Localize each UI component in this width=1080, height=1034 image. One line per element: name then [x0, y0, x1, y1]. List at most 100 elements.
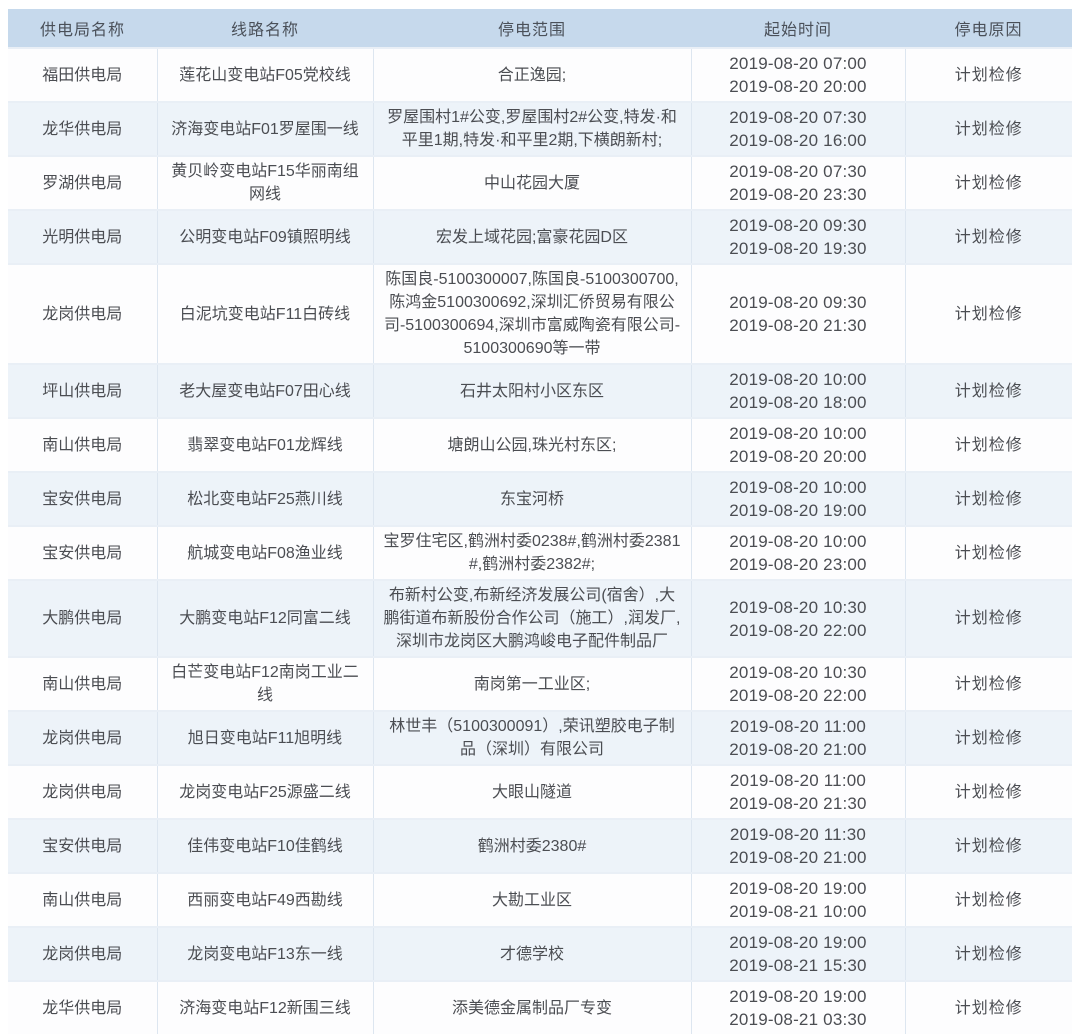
line-name-cell: 龙岗变电站F25源盛二线 [157, 765, 374, 820]
outage-scope-cell: 石井太阳村小区东区 [373, 364, 692, 419]
start-time: 2019-08-20 07:30 [729, 108, 867, 127]
time-range-cell: 2019-08-20 07:30 2019-08-20 23:30 [691, 156, 906, 211]
outage-reason-cell: 计划检修 [905, 418, 1072, 473]
line-name-cell: 龙岗变电站F13东一线 [157, 927, 374, 982]
outage-reason-cell: 计划检修 [905, 927, 1072, 982]
outage-scope-cell: 布新村公变,布新经济发展公司(宿舍）,大鹏街道布新股份合作公司（施工）,润发厂,… [373, 580, 692, 658]
end-time: 2019-08-20 16:00 [729, 131, 867, 150]
table-row: 罗湖供电局 黄贝岭变电站F15华丽南组网线 中山花园大厦 2019-08-20 … [8, 156, 1072, 211]
start-time: 2019-08-20 09:30 [729, 216, 867, 235]
time-range-cell: 2019-08-20 10:30 2019-08-20 22:00 [691, 657, 906, 712]
table-header: 供电局名称 线路名称 停电范围 起始时间 停电原因 [8, 9, 1072, 49]
start-time: 2019-08-20 10:00 [729, 478, 867, 497]
column-header-reason: 停电原因 [905, 9, 1072, 49]
line-name-cell: 莲花山变电站F05党校线 [157, 48, 374, 103]
bureau-name-cell: 龙华供电局 [8, 981, 158, 1034]
table-row: 龙岗供电局 龙岗变电站F13东一线 才德学校 2019-08-20 19:00 … [8, 927, 1072, 982]
bureau-name-cell: 宝安供电局 [8, 819, 158, 874]
end-time: 2019-08-20 21:30 [729, 316, 867, 335]
bureau-name-cell: 坪山供电局 [8, 364, 158, 419]
table-row: 南山供电局 西丽变电站F49西勘线 大勘工业区 2019-08-20 19:00… [8, 873, 1072, 928]
time-range-cell: 2019-08-20 10:00 2019-08-20 20:00 [691, 418, 906, 473]
line-name-cell: 松北变电站F25燕川线 [157, 472, 374, 527]
start-time: 2019-08-20 19:00 [729, 933, 867, 952]
outage-reason-cell: 计划检修 [905, 264, 1072, 365]
outage-reason-cell: 计划检修 [905, 819, 1072, 874]
table-row: 坪山供电局 老大屋变电站F07田心线 石井太阳村小区东区 2019-08-20 … [8, 364, 1072, 419]
outage-reason-cell: 计划检修 [905, 981, 1072, 1034]
end-time: 2019-08-20 19:00 [729, 501, 867, 520]
line-name-cell: 佳伟变电站F10佳鹤线 [157, 819, 374, 874]
column-header-start-time: 起始时间 [691, 9, 905, 49]
line-name-cell: 黄贝岭变电站F15华丽南组网线 [157, 156, 374, 211]
end-time: 2019-08-21 10:00 [729, 902, 867, 921]
outage-reason-cell: 计划检修 [905, 210, 1072, 265]
time-range-cell: 2019-08-20 19:00 2019-08-21 03:30 [691, 981, 906, 1034]
outage-scope-cell: 添美德金属制品厂专变 [373, 981, 692, 1034]
start-time: 2019-08-20 10:00 [729, 424, 867, 443]
table-row: 龙岗供电局 旭日变电站F11旭明线 林世丰（5100300091）,荣讯塑胶电子… [8, 711, 1072, 766]
time-range-cell: 2019-08-20 11:30 2019-08-20 21:00 [691, 819, 906, 874]
table-row: 宝安供电局 松北变电站F25燕川线 东宝河桥 2019-08-20 10:00 … [8, 472, 1072, 527]
start-time: 2019-08-20 07:00 [729, 54, 867, 73]
start-time: 2019-08-20 11:30 [729, 825, 867, 844]
line-name-cell: 翡翠变电站F01龙辉线 [157, 418, 374, 473]
line-name-cell: 白泥坑变电站F11白砖线 [157, 264, 374, 365]
line-name-cell: 旭日变电站F11旭明线 [157, 711, 374, 766]
table-row: 南山供电局 翡翠变电站F01龙辉线 塘朗山公园,珠光村东区; 2019-08-2… [8, 418, 1072, 473]
start-time: 2019-08-20 11:00 [729, 717, 867, 736]
start-time: 2019-08-20 07:30 [729, 162, 867, 181]
outage-table: 供电局名称 线路名称 停电范围 起始时间 停电原因 福田供电局 莲花山变电站F0… [8, 9, 1072, 1034]
outage-scope-cell: 林世丰（5100300091）,荣讯塑胶电子制品（深圳）有限公司 [373, 711, 692, 766]
end-time: 2019-08-20 23:00 [729, 555, 867, 574]
time-range-cell: 2019-08-20 10:00 2019-08-20 23:00 [691, 526, 906, 581]
start-time: 2019-08-20 19:00 [729, 879, 867, 898]
bureau-name-cell: 南山供电局 [8, 657, 158, 712]
outage-reason-cell: 计划检修 [905, 526, 1072, 581]
time-range-cell: 2019-08-20 11:00 2019-08-20 21:00 [691, 711, 906, 766]
outage-scope-cell: 大眼山隧道 [373, 765, 692, 820]
outage-scope-cell: 南岗第一工业区; [373, 657, 692, 712]
time-range-cell: 2019-08-20 19:00 2019-08-21 15:30 [691, 927, 906, 982]
table-row: 大鹏供电局 大鹏变电站F12同富二线 布新村公变,布新经济发展公司(宿舍）,大鹏… [8, 580, 1072, 658]
end-time: 2019-08-20 23:30 [729, 185, 867, 204]
start-time: 2019-08-20 19:00 [729, 987, 867, 1006]
end-time: 2019-08-20 21:00 [729, 848, 867, 867]
table-header-row: 供电局名称 线路名称 停电范围 起始时间 停电原因 [8, 9, 1072, 49]
outage-reason-cell: 计划检修 [905, 156, 1072, 211]
outage-reason-cell: 计划检修 [905, 765, 1072, 820]
line-name-cell: 济海变电站F01罗屋围一线 [157, 102, 374, 157]
end-time: 2019-08-20 20:00 [729, 77, 867, 96]
start-time: 2019-08-20 09:30 [729, 293, 867, 312]
table-row: 宝安供电局 航城变电站F08渔业线 宝罗住宅区,鹤洲村委0238#,鹤洲村委23… [8, 526, 1072, 581]
end-time: 2019-08-20 22:00 [729, 686, 867, 705]
bureau-name-cell: 龙华供电局 [8, 102, 158, 157]
time-range-cell: 2019-08-20 09:30 2019-08-20 19:30 [691, 210, 906, 265]
end-time: 2019-08-20 19:30 [729, 239, 867, 258]
bureau-name-cell: 福田供电局 [8, 48, 158, 103]
outage-reason-cell: 计划检修 [905, 580, 1072, 658]
line-name-cell: 老大屋变电站F07田心线 [157, 364, 374, 419]
table-row: 龙岗供电局 白泥坑变电站F11白砖线 陈国良-5100300007,陈国良-51… [8, 264, 1072, 365]
start-time: 2019-08-20 10:00 [729, 370, 867, 389]
bureau-name-cell: 南山供电局 [8, 418, 158, 473]
table-row: 福田供电局 莲花山变电站F05党校线 合正逸园; 2019-08-20 07:0… [8, 48, 1072, 103]
end-time: 2019-08-20 22:00 [729, 620, 867, 640]
column-header-line: 线路名称 [157, 9, 373, 49]
table-row: 龙华供电局 济海变电站F01罗屋围一线 罗屋围村1#公变,罗屋围村2#公变,特发… [8, 102, 1072, 157]
time-range-cell: 2019-08-20 11:00 2019-08-20 21:30 [691, 765, 906, 820]
table-row: 宝安供电局 佳伟变电站F10佳鹤线 鹤洲村委2380# 2019-08-20 1… [8, 819, 1072, 874]
outage-reason-cell: 计划检修 [905, 873, 1072, 928]
bureau-name-cell: 龙岗供电局 [8, 927, 158, 982]
start-time: 2019-08-20 10:00 [729, 532, 867, 551]
time-range-cell: 2019-08-20 10:30 2019-08-20 22:00 [691, 580, 906, 658]
outage-scope-cell: 大勘工业区 [373, 873, 692, 928]
outage-reason-cell: 计划检修 [905, 48, 1072, 103]
column-header-bureau: 供电局名称 [8, 9, 157, 49]
outage-scope-cell: 宝罗住宅区,鹤洲村委0238#,鹤洲村委2381#,鹤洲村委2382#; [373, 526, 692, 581]
outage-scope-cell: 才德学校 [373, 927, 692, 982]
bureau-name-cell: 宝安供电局 [8, 472, 158, 527]
bureau-name-cell: 罗湖供电局 [8, 156, 158, 211]
table-body: 福田供电局 莲花山变电站F05党校线 合正逸园; 2019-08-20 07:0… [8, 48, 1072, 1034]
